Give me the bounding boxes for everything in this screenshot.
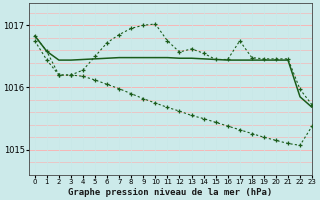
- X-axis label: Graphe pression niveau de la mer (hPa): Graphe pression niveau de la mer (hPa): [68, 188, 273, 197]
